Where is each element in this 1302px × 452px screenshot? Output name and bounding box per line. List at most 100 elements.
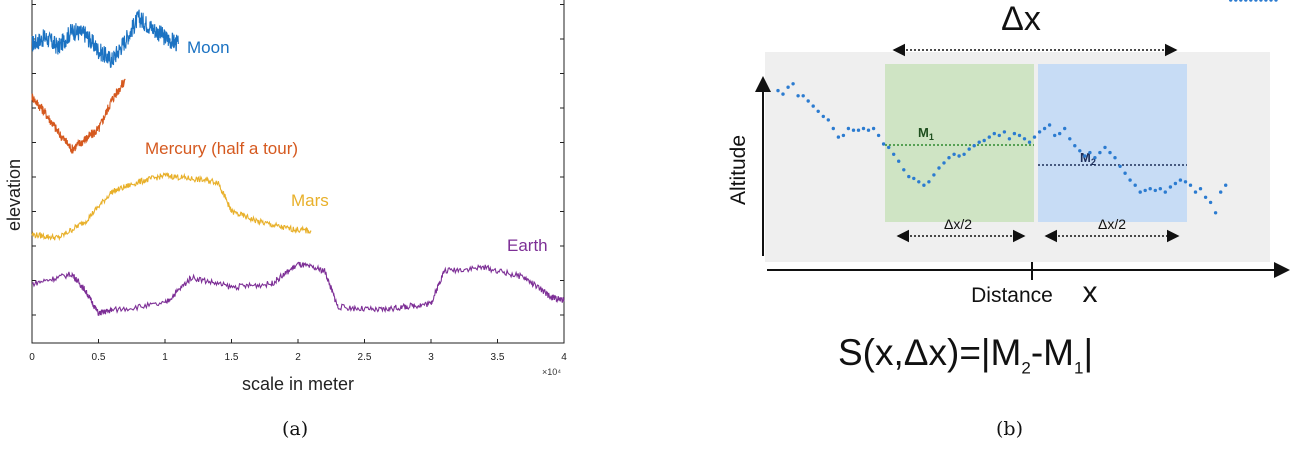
altitude-point — [932, 173, 936, 177]
altitude-point — [1017, 133, 1022, 138]
altitude-point — [1108, 150, 1112, 155]
altitude-point — [856, 128, 861, 132]
altitude-point — [957, 154, 961, 158]
formula-suffix: | — [1083, 332, 1094, 373]
altitude-point — [917, 180, 921, 184]
x-tick-label: 4 — [561, 352, 567, 363]
altitude-points — [776, 0, 1278, 215]
altitude-point — [1148, 187, 1152, 191]
formula-sub-1: 1 — [1073, 358, 1084, 378]
altitude-point — [791, 82, 795, 86]
altitude-point — [1153, 188, 1157, 193]
plot-frame — [31, 0, 565, 344]
altitude-point — [851, 128, 856, 132]
altitude-point — [1188, 183, 1193, 187]
altitude-point — [1229, 0, 1233, 2]
altitude-point — [826, 118, 830, 122]
left-window — [885, 64, 1034, 222]
altitude-point — [1058, 131, 1062, 136]
series-line-mercury — [31, 78, 126, 154]
m1-label: M1 — [918, 125, 934, 142]
formula-sub-2: 2 — [1021, 358, 1031, 378]
altitude-point — [1047, 123, 1052, 127]
altitude-point — [1032, 135, 1037, 139]
altitude-point — [952, 152, 956, 156]
altitude-point — [876, 133, 881, 138]
altitude-point — [1027, 140, 1032, 144]
altitude-point — [1123, 171, 1127, 175]
altitude-point — [897, 159, 901, 163]
altitude-point — [937, 166, 941, 170]
altitude-point — [1183, 180, 1188, 184]
altitude-point — [861, 126, 866, 131]
altitude-point — [816, 109, 820, 114]
structure-function-formula: S(x,Δx)=|M2-M1| — [838, 332, 1093, 378]
x-tick-label: 1.5 — [225, 352, 239, 363]
altitude-point — [781, 92, 785, 96]
altitude-point — [902, 168, 906, 172]
altitude-point — [866, 128, 871, 132]
y-ticks — [32, 4, 564, 316]
altitude-point — [1088, 150, 1092, 155]
altitude-point — [1012, 131, 1017, 136]
x-marker-label: x — [1083, 276, 1098, 309]
altitude-point — [1093, 156, 1097, 160]
altitude-point — [806, 99, 810, 103]
formula-mid: -M — [1030, 332, 1074, 373]
altitude-point — [881, 142, 886, 146]
delta-x-title: Δx — [1001, 0, 1041, 38]
altitude-point — [1007, 137, 1012, 141]
altitude-point — [831, 126, 835, 131]
altitude-point — [796, 94, 800, 98]
altitude-point — [841, 133, 846, 138]
altitude-point — [1068, 137, 1072, 141]
altitude-point — [1078, 149, 1082, 153]
altitude-point — [1083, 154, 1087, 158]
x-tick-label: 3 — [428, 352, 434, 363]
altitude-point — [1037, 130, 1042, 134]
x-tick-label: 3.5 — [491, 352, 505, 363]
altitude-point — [1254, 0, 1258, 2]
altitude-point — [786, 85, 790, 89]
altitude-point — [836, 135, 841, 139]
altitude-point — [1073, 144, 1077, 148]
altitude-point — [1269, 0, 1273, 2]
legend-moon: Moon — [187, 38, 230, 57]
distance-label: Distance — [971, 284, 1053, 307]
caption-b: (b) — [996, 418, 1023, 440]
altitude-point — [1138, 190, 1142, 194]
altitude-point — [1098, 150, 1102, 155]
altitude-point — [1173, 181, 1178, 186]
sliding-window-diagram: Δx Altitude Distance x M1 M2 Δx/2 Δx/2 — [727, 0, 1290, 309]
altitude-label: Altitude — [727, 135, 750, 205]
caption-a: (a) — [282, 418, 309, 440]
altitude-point — [1239, 0, 1243, 2]
altitude-point — [942, 161, 946, 165]
altitude-point — [892, 152, 896, 156]
half-window-label-left: Δx/2 — [944, 216, 972, 232]
altitude-point — [992, 131, 996, 136]
altitude-point — [977, 140, 981, 144]
altitude-point — [821, 114, 825, 119]
altitude-point — [1042, 126, 1047, 131]
x-axis-label: scale in meter — [242, 374, 354, 394]
altitude-point — [1053, 133, 1057, 138]
right-window — [1038, 64, 1187, 222]
y-axis-label: elevation — [4, 159, 24, 231]
altitude-point — [1259, 0, 1263, 2]
altitude-point — [1002, 130, 1007, 134]
altitude-point — [1143, 188, 1147, 193]
altitude-point — [1118, 164, 1122, 168]
altitude-point — [1113, 156, 1117, 160]
altitude-point — [1133, 183, 1137, 187]
altitude-point — [846, 126, 851, 131]
altitude-point — [947, 156, 951, 160]
altitude-point — [1163, 190, 1167, 194]
altitude-point — [1203, 195, 1208, 199]
series-line-mars — [31, 172, 312, 242]
altitude-point — [1234, 0, 1238, 2]
altitude-point — [907, 174, 911, 179]
altitude-point — [887, 145, 891, 150]
series-group — [31, 9, 565, 316]
altitude-point — [1128, 178, 1132, 182]
